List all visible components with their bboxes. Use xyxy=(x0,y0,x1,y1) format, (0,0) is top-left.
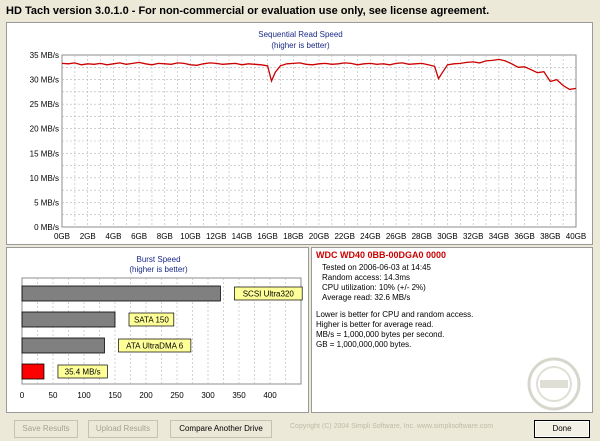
burst-x-tick-label: 350 xyxy=(232,391,246,400)
burst-x-tick-label: 300 xyxy=(201,391,215,400)
burst-bar xyxy=(21,337,105,354)
read-y-tick-label: 20 MB/s xyxy=(30,125,59,134)
read-y-tick-label: 10 MB/s xyxy=(30,174,59,183)
note-lower-better: Lower is better for CPU and random acces… xyxy=(316,310,474,319)
read-x-tick-label: 2GB xyxy=(80,232,96,241)
burst-bar-label: SCSI Ultra320 xyxy=(243,290,295,299)
read-x-tick-label: 32GB xyxy=(463,232,483,241)
burst-x-tick-label: 200 xyxy=(139,391,153,400)
burst-bar-label: SATA 150 xyxy=(134,316,169,325)
drive-name: WDC WD40 0BB-00DGA0 0000 xyxy=(316,250,447,260)
note-gb-definition: GB = 1,000,000,000 bytes. xyxy=(316,340,412,349)
window-title: HD Tach version 3.0.1.0 - For non-commer… xyxy=(6,5,490,17)
done-button[interactable]: Done xyxy=(534,420,590,438)
save-results-button[interactable]: Save Results xyxy=(14,420,78,438)
burst-x-tick-label: 0 xyxy=(20,391,25,400)
read-x-tick-label: 34GB xyxy=(489,232,509,241)
read-chart-title: Sequential Read Speed xyxy=(258,30,343,39)
burst-bar xyxy=(21,285,221,302)
burst-chart-title: Burst Speed xyxy=(136,255,181,264)
read-y-tick-label: 35 MB/s xyxy=(30,51,59,60)
burst-bar-label: ATA UltraDMA 6 xyxy=(126,342,184,351)
upload-results-button[interactable]: Upload Results xyxy=(88,420,158,438)
burst-bar-label: 35.4 MB/s xyxy=(65,368,101,377)
read-x-tick-label: 40GB xyxy=(566,232,586,241)
read-x-tick-label: 14GB xyxy=(232,232,252,241)
burst-speed-panel: Burst Speed (higher is better) 0 50 100 150… xyxy=(6,247,309,413)
burst-bar-label-box xyxy=(57,364,108,379)
read-x-tick-label: 26GB xyxy=(386,232,406,241)
burst-bar-label-box xyxy=(234,286,303,301)
note-mbs-definition: MB/s = 1,000,000 bytes per second. xyxy=(316,330,445,339)
burst-bar-label-box xyxy=(128,312,175,327)
read-chart-subtitle: (higher is better) xyxy=(271,41,330,50)
sequential-read-chart: 0 MB/s 5 MB/s 10 MB/s 15 MB/s 20 MB/s 25 MB/s… xyxy=(30,51,587,241)
burst-chart-subtitle: (higher is better) xyxy=(129,265,188,274)
burst-bar xyxy=(21,311,116,328)
read-x-tick-label: 36GB xyxy=(514,232,534,241)
read-x-tick-label: 22GB xyxy=(334,232,354,241)
burst-bar xyxy=(21,363,45,380)
read-x-tick-label: 0GB xyxy=(54,232,70,241)
read-x-tick-label: 28GB xyxy=(412,232,432,241)
burst-bar-label-box xyxy=(118,338,192,353)
average-read: Average read: 32.6 MB/s xyxy=(322,293,411,302)
simpli-logo-icon xyxy=(527,357,581,411)
sequential-read-panel: Sequential Read Speed (higher is better)… xyxy=(6,22,593,245)
random-access: Random access: 14.3ms xyxy=(322,273,411,282)
read-x-tick-label: 4GB xyxy=(105,232,121,241)
tested-on: Tested on 2006-06-03 at 14:45 xyxy=(322,263,431,272)
burst-speed-chart: 0 50 100 150 200 250 300 350 400 SCSI Ultra320 SAT… xyxy=(20,277,303,400)
read-y-tick-label: 0 MB/s xyxy=(34,223,59,232)
read-x-tick-label: 20GB xyxy=(309,232,329,241)
read-x-tick-label: 10GB xyxy=(180,232,200,241)
read-x-tick-label: 38GB xyxy=(540,232,560,241)
read-x-tick-label: 24GB xyxy=(360,232,380,241)
read-speed-line xyxy=(61,58,577,91)
read-x-tick-label: 30GB xyxy=(437,232,457,241)
compare-another-drive-button[interactable]: Compare Another Drive xyxy=(170,420,272,438)
read-y-tick-label: 30 MB/s xyxy=(30,76,59,85)
note-higher-better: Higher is better for average read. xyxy=(316,320,434,329)
read-x-tick-label: 12GB xyxy=(206,232,226,241)
burst-x-tick-label: 50 xyxy=(49,391,58,400)
read-y-tick-label: 5 MB/s xyxy=(34,198,59,207)
burst-x-tick-label: 400 xyxy=(263,391,277,400)
read-y-tick-label: 15 MB/s xyxy=(30,149,59,158)
cpu-utilization: CPU utilization: 10% (+/- 2%) xyxy=(322,283,426,292)
read-x-tick-label: 6GB xyxy=(131,232,147,241)
burst-x-tick-label: 150 xyxy=(108,391,122,400)
copyright-text: Copyright (C) 2004 Simpli Software, Inc.… xyxy=(290,423,494,430)
read-x-tick-label: 18GB xyxy=(283,232,303,241)
burst-x-tick-label: 100 xyxy=(77,391,91,400)
read-x-tick-label: 16GB xyxy=(257,232,277,241)
read-x-tick-label: 8GB xyxy=(157,232,173,241)
burst-x-tick-label: 250 xyxy=(170,391,184,400)
read-y-tick-label: 25 MB/s xyxy=(30,100,59,109)
